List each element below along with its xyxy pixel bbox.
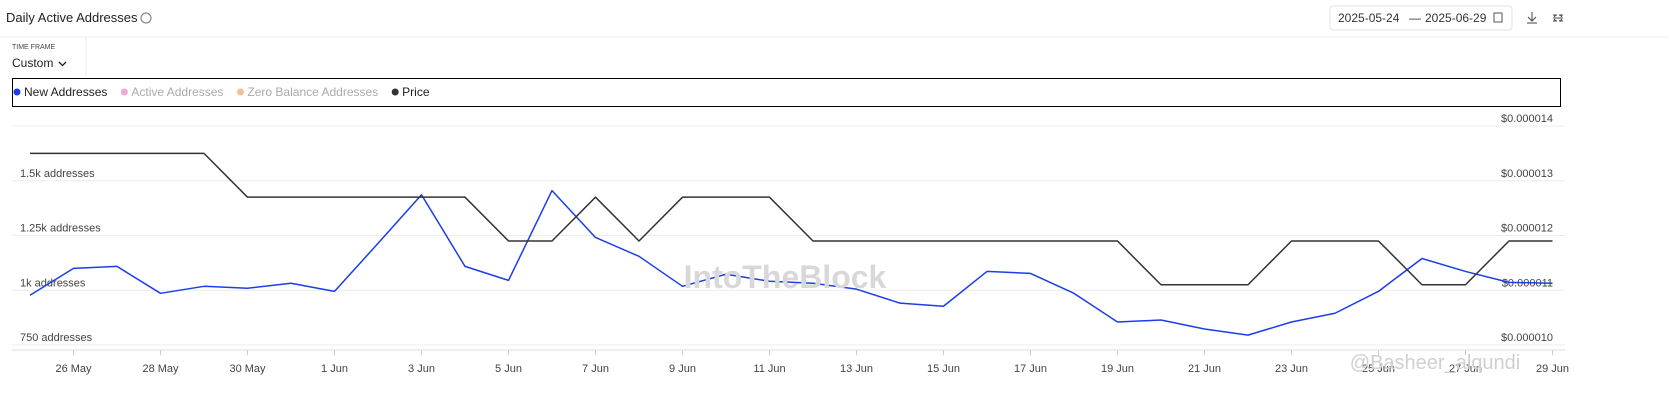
x-tick-label: 25 Jun <box>1362 363 1395 375</box>
legend-label[interactable]: New Addresses <box>24 85 107 99</box>
y-tick-label: 1.25k addresses <box>20 223 101 235</box>
x-tick-label: 21 Jun <box>1188 363 1221 375</box>
calendar-icon <box>1493 12 1503 23</box>
x-tick-label: 17 Jun <box>1014 363 1047 375</box>
legend-marker <box>13 88 21 96</box>
timeframe-label: TIME FRAME <box>12 44 55 51</box>
x-tick-label: 26 May <box>55 363 92 375</box>
y2-tick-label: $0.000013 <box>1501 168 1553 180</box>
x-tick-label: 29 Jun <box>1536 363 1569 375</box>
x-tick-label: 7 Jun <box>582 363 609 375</box>
y2-tick-label: $0.000012 <box>1501 223 1553 235</box>
legend-box <box>12 78 1561 107</box>
download-icon[interactable] <box>1527 12 1537 24</box>
plot: $0.000010$0.000011$0.000012$0.000013$0.0… <box>12 113 1569 375</box>
x-tick-label: 11 Jun <box>753 363 785 375</box>
help-icon[interactable] <box>140 12 152 24</box>
watermark: IntoTheBlock <box>684 259 887 295</box>
y-tick-label: 1k addresses <box>20 277 86 289</box>
date-start: 2025-05-24 <box>1338 11 1400 25</box>
y-tick-label: 750 addresses <box>20 332 93 344</box>
date-picker[interactable] <box>1329 5 1513 31</box>
page-title: Daily Active Addresses <box>6 10 138 25</box>
x-tick-label: 15 Jun <box>927 363 960 375</box>
x-tick-label: 3 Jun <box>408 363 435 375</box>
legend: New Addresses Active Addresses Zero Balanc… <box>13 85 430 99</box>
timeframe-value[interactable]: Custom <box>12 56 53 70</box>
legend-marker <box>120 88 128 96</box>
date-end: 2025-06-29 <box>1425 11 1487 25</box>
x-tick-label: 27 Jun <box>1449 363 1482 375</box>
x-tick-label: 28 May <box>142 363 179 375</box>
legend-marker <box>391 88 399 96</box>
date-separator: — <box>1409 11 1421 25</box>
y-tick-label: 1.5k addresses <box>20 168 95 180</box>
x-tick-label: 23 Jun <box>1275 363 1308 375</box>
watermark: @Basheer_alqundi <box>1350 352 1520 374</box>
x-tick-label: 1 Jun <box>321 363 348 375</box>
series-line <box>30 152 1553 286</box>
legend-label[interactable]: Active Addresses <box>131 85 223 99</box>
link-icon[interactable] <box>1553 14 1563 22</box>
y2-tick-label: $0.000010 <box>1501 332 1553 344</box>
y2-tick-label: $0.000014 <box>1501 113 1553 125</box>
x-tick-label: 9 Jun <box>669 363 696 375</box>
series-line <box>29 189 1553 336</box>
x-tick-label: 5 Jun <box>495 363 522 375</box>
x-tick-label: 19 Jun <box>1101 363 1134 375</box>
legend-label[interactable]: Zero Balance Addresses <box>247 85 378 99</box>
dropdown-chevron[interactable] <box>58 61 67 67</box>
legend-marker <box>236 88 244 96</box>
x-tick-label: 30 May <box>229 363 266 375</box>
x-tick-label: 13 Jun <box>840 363 873 375</box>
legend-label[interactable]: Price <box>402 85 430 99</box>
